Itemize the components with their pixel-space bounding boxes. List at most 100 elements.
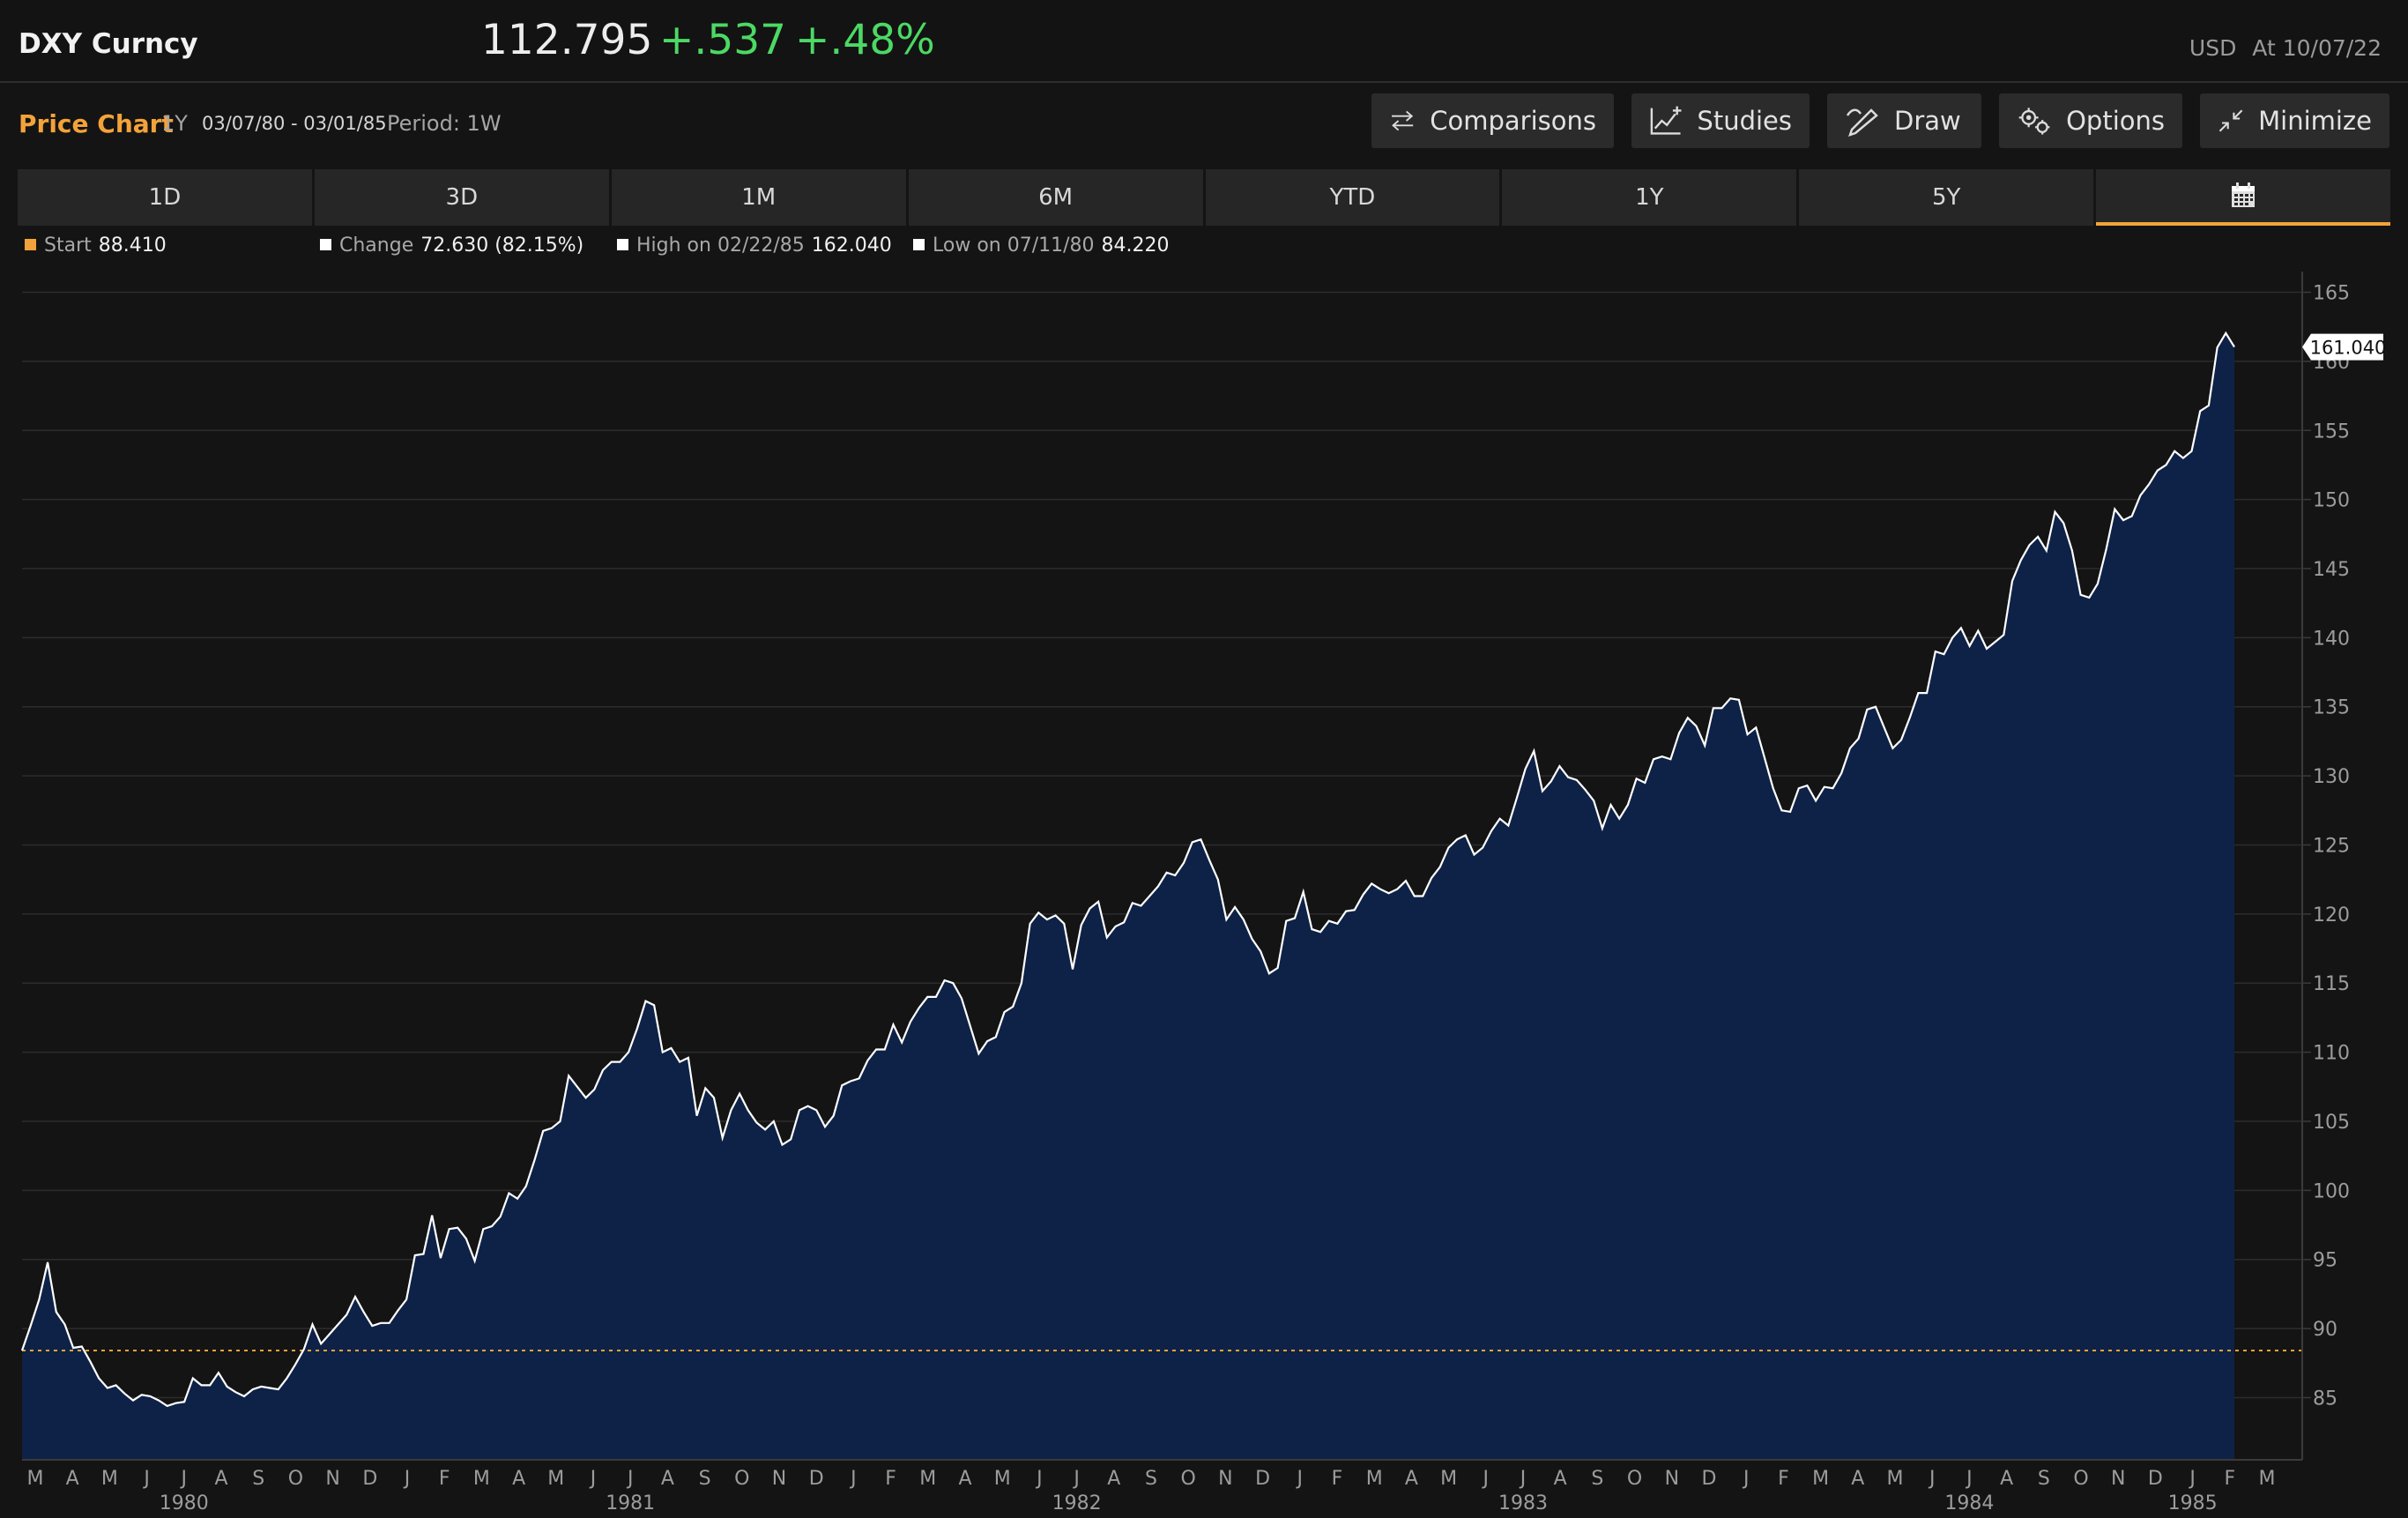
- x-year-label: 1984: [1944, 1492, 1994, 1514]
- x-month-label: N: [772, 1468, 786, 1490]
- y-tick-label: 85: [2313, 1388, 2337, 1410]
- y-tick-label: 155: [2313, 420, 2350, 443]
- minimize-label: Minimize: [2258, 106, 2372, 136]
- y-tick-label: 165: [2313, 283, 2350, 305]
- x-month-label: O: [1181, 1468, 1196, 1490]
- quote-header: DXY Curncy 112.795 +.537 +.48% USD At 10…: [0, 0, 2408, 83]
- x-month-label: A: [66, 1468, 79, 1490]
- y-tick-label: 135: [2313, 697, 2350, 719]
- range-label[interactable]: 1Y: [161, 111, 188, 136]
- low-label: Low on 07/11/80: [933, 234, 1095, 257]
- y-tick-label: 130: [2313, 766, 2350, 788]
- options-button[interactable]: Options: [1999, 93, 2182, 148]
- last-price: 112.795: [481, 16, 653, 64]
- change-swatch: [320, 239, 331, 250]
- x-month-label: M: [1812, 1468, 1829, 1490]
- collapse-arrows-icon: [2218, 109, 2243, 132]
- x-month-label: F: [1332, 1468, 1343, 1490]
- price-line: [20, 331, 2235, 1408]
- last-value-label: 161.040: [2302, 333, 2386, 361]
- x-month-label: M: [547, 1468, 564, 1490]
- tab-1m[interactable]: 1M: [611, 169, 906, 226]
- x-year-label: 1985: [2168, 1492, 2218, 1514]
- start-value: 88.410: [98, 234, 167, 257]
- x-month-label: O: [288, 1468, 303, 1490]
- tab-6m[interactable]: 6M: [908, 169, 1203, 226]
- last-value-tag: [2302, 333, 2383, 361]
- x-month-label: O: [2073, 1468, 2088, 1490]
- x-month-label: M: [101, 1468, 118, 1490]
- tab-ytd[interactable]: YTD: [1205, 169, 1500, 226]
- x-month-label: M: [919, 1468, 936, 1490]
- chart-toolbar: Price Chart 1Y 03/07/80 - 03/01/85 Perio…: [0, 83, 2408, 164]
- x-month-label: J: [180, 1468, 188, 1490]
- x-month-label: M: [1887, 1468, 1904, 1490]
- x-month-label: A: [512, 1468, 525, 1490]
- x-month-label: S: [1591, 1468, 1603, 1490]
- period-label[interactable]: Period: 1W: [387, 111, 502, 136]
- high-swatch: [617, 239, 628, 250]
- tab-custom-range[interactable]: [2096, 169, 2390, 226]
- x-month-label: O: [734, 1468, 749, 1490]
- quote-meta: USD At 10/07/22: [2181, 35, 2382, 61]
- tab-1y[interactable]: 1Y: [1502, 169, 1797, 226]
- y-tick-label: 115: [2313, 973, 2350, 995]
- x-month-label: J: [1519, 1468, 1527, 1490]
- x-month-label: A: [1107, 1468, 1120, 1490]
- x-month-label: J: [142, 1468, 150, 1490]
- price-area: [22, 332, 2234, 1460]
- y-tick-label: 125: [2313, 835, 2350, 857]
- x-month-label: J: [1742, 1468, 1750, 1490]
- ticker-symbol[interactable]: DXY Curncy: [19, 28, 198, 60]
- options-label: Options: [2066, 106, 2165, 136]
- tab-5y[interactable]: 5Y: [1799, 169, 2094, 226]
- x-month-label: J: [1035, 1468, 1043, 1490]
- percent-change: +.48%: [795, 16, 935, 64]
- x-month-label: M: [1366, 1468, 1383, 1490]
- range-tabs: 1D 3D 1M 6M YTD 1Y 5Y: [18, 169, 2390, 226]
- comparisons-button[interactable]: Comparisons: [1371, 93, 1614, 148]
- legend-start: Start 88.410: [25, 234, 167, 257]
- date-range[interactable]: 03/07/80 - 03/01/85: [202, 113, 387, 134]
- x-month-label: J: [1482, 1468, 1490, 1490]
- x-month-label: S: [699, 1468, 711, 1490]
- x-month-label: A: [958, 1468, 971, 1490]
- low-value: 84.220: [1101, 234, 1170, 257]
- x-month-label: A: [661, 1468, 674, 1490]
- price-chart[interactable]: 85 90 95 100 105 110 115 120 125 130 135 140 145 150 1…: [0, 264, 2408, 1518]
- high-value: 162.040: [811, 234, 892, 257]
- comparisons-label: Comparisons: [1430, 106, 1596, 136]
- x-month-label: N: [1218, 1468, 1232, 1490]
- x-month-label: N: [325, 1468, 339, 1490]
- chart-title: Price Chart: [19, 109, 174, 138]
- draw-label: Draw: [1894, 106, 1961, 136]
- tab-3d[interactable]: 3D: [314, 169, 609, 226]
- x-year-label: 1981: [606, 1492, 655, 1514]
- line-chart-plus-icon: [1650, 106, 1682, 135]
- x-month-label: D: [2148, 1468, 2163, 1490]
- minimize-button[interactable]: Minimize: [2200, 93, 2389, 148]
- x-month-label: S: [252, 1468, 264, 1490]
- studies-button[interactable]: Studies: [1631, 93, 1810, 148]
- x-month-label: F: [439, 1468, 450, 1490]
- x-month-label: F: [2224, 1468, 2235, 1490]
- y-axis-ticks: 85 90 95 100 105 110 115 120 125 130 135 140 145 150 1…: [2302, 283, 2350, 1410]
- x-month-label: A: [2000, 1468, 2013, 1490]
- y-tick-label: 90: [2313, 1319, 2337, 1341]
- x-month-label: F: [885, 1468, 896, 1490]
- draw-button[interactable]: Draw: [1827, 93, 1981, 148]
- legend-change: Change 72.630 (82.15%): [320, 234, 583, 257]
- x-month-label: J: [1296, 1468, 1304, 1490]
- x-month-label: J: [849, 1468, 857, 1490]
- x-month-label: D: [362, 1468, 377, 1490]
- x-month-label: D: [1255, 1468, 1270, 1490]
- y-tick-label: 105: [2313, 1112, 2350, 1134]
- y-tick-label: 120: [2313, 904, 2350, 926]
- x-month-label: A: [1554, 1468, 1567, 1490]
- x-month-label: A: [214, 1468, 227, 1490]
- tab-1d[interactable]: 1D: [18, 169, 312, 226]
- x-year-label: 1980: [160, 1492, 209, 1514]
- x-month-label: N: [2111, 1468, 2125, 1490]
- y-tick-label: 150: [2313, 490, 2350, 512]
